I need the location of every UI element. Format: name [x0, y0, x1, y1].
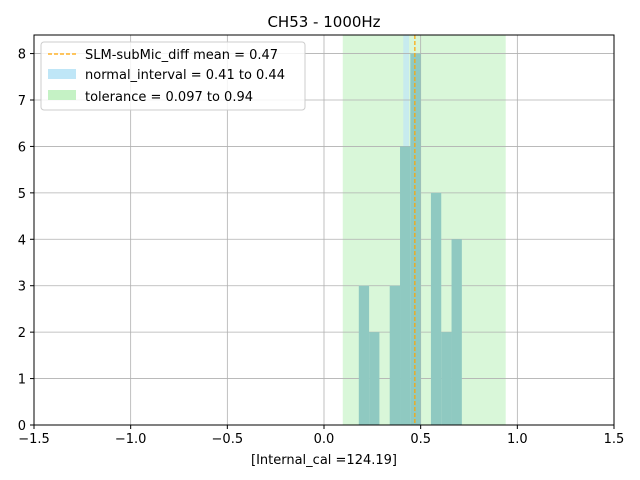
y-tick-label-5: 5 — [18, 187, 26, 202]
x-tick-label-0: −1.5 — [18, 432, 50, 447]
x-tick-label-6: 1.5 — [604, 432, 625, 447]
plot-area: −1.5 −1.0 −0.5 0.0 0.5 1.0 1.5 0 1 2 3 4 5 6 7 8 — [18, 34, 625, 447]
histogram-bar-1 — [369, 332, 380, 425]
x-tick-label-3: 0.0 — [314, 432, 335, 447]
y-tick-label-4: 4 — [18, 233, 26, 248]
y-tick-label-7: 7 — [18, 94, 26, 109]
y-tick-label-3: 3 — [18, 280, 26, 295]
x-axis-label: [Internal_cal =124.19] — [251, 453, 397, 468]
legend-normal-interval-swatch — [48, 69, 76, 79]
x-tick-label-1: −1.0 — [115, 432, 147, 447]
histogram-bar-6 — [441, 332, 452, 425]
legend-tolerance-swatch — [48, 90, 76, 100]
x-tick-label-5: 1.0 — [507, 432, 528, 447]
legend: SLM-subMic_diff mean = 0.47 normal_inter… — [40, 41, 306, 111]
histogram-bar-0 — [358, 285, 370, 425]
x-tick-label-4: 0.5 — [410, 432, 431, 447]
legend-frame — [40, 41, 306, 111]
y-tick-label-0: 0 — [18, 419, 26, 434]
y-tick-label-1: 1 — [18, 373, 26, 388]
y-tick-label-2: 2 — [18, 326, 26, 341]
histogram-bar-7 — [451, 239, 462, 425]
legend-mean-label: SLM-subMic_diff mean = 0.47 — [85, 48, 278, 63]
histogram-bar-3 — [400, 146, 411, 425]
y-tick-label-6: 6 — [18, 140, 26, 155]
histogram-bar-2 — [389, 285, 401, 425]
histogram-bar-5 — [430, 192, 442, 425]
x-tick-label-2: −0.5 — [212, 432, 244, 447]
chart-title: CH53 - 1000Hz — [267, 13, 380, 31]
legend-tolerance-label: tolerance = 0.097 to 0.94 — [85, 90, 253, 105]
y-tick-label-8: 8 — [18, 48, 26, 63]
legend-normal-interval-label: normal_interval = 0.41 to 0.44 — [85, 68, 285, 83]
histogram-bar-4 — [410, 53, 421, 425]
